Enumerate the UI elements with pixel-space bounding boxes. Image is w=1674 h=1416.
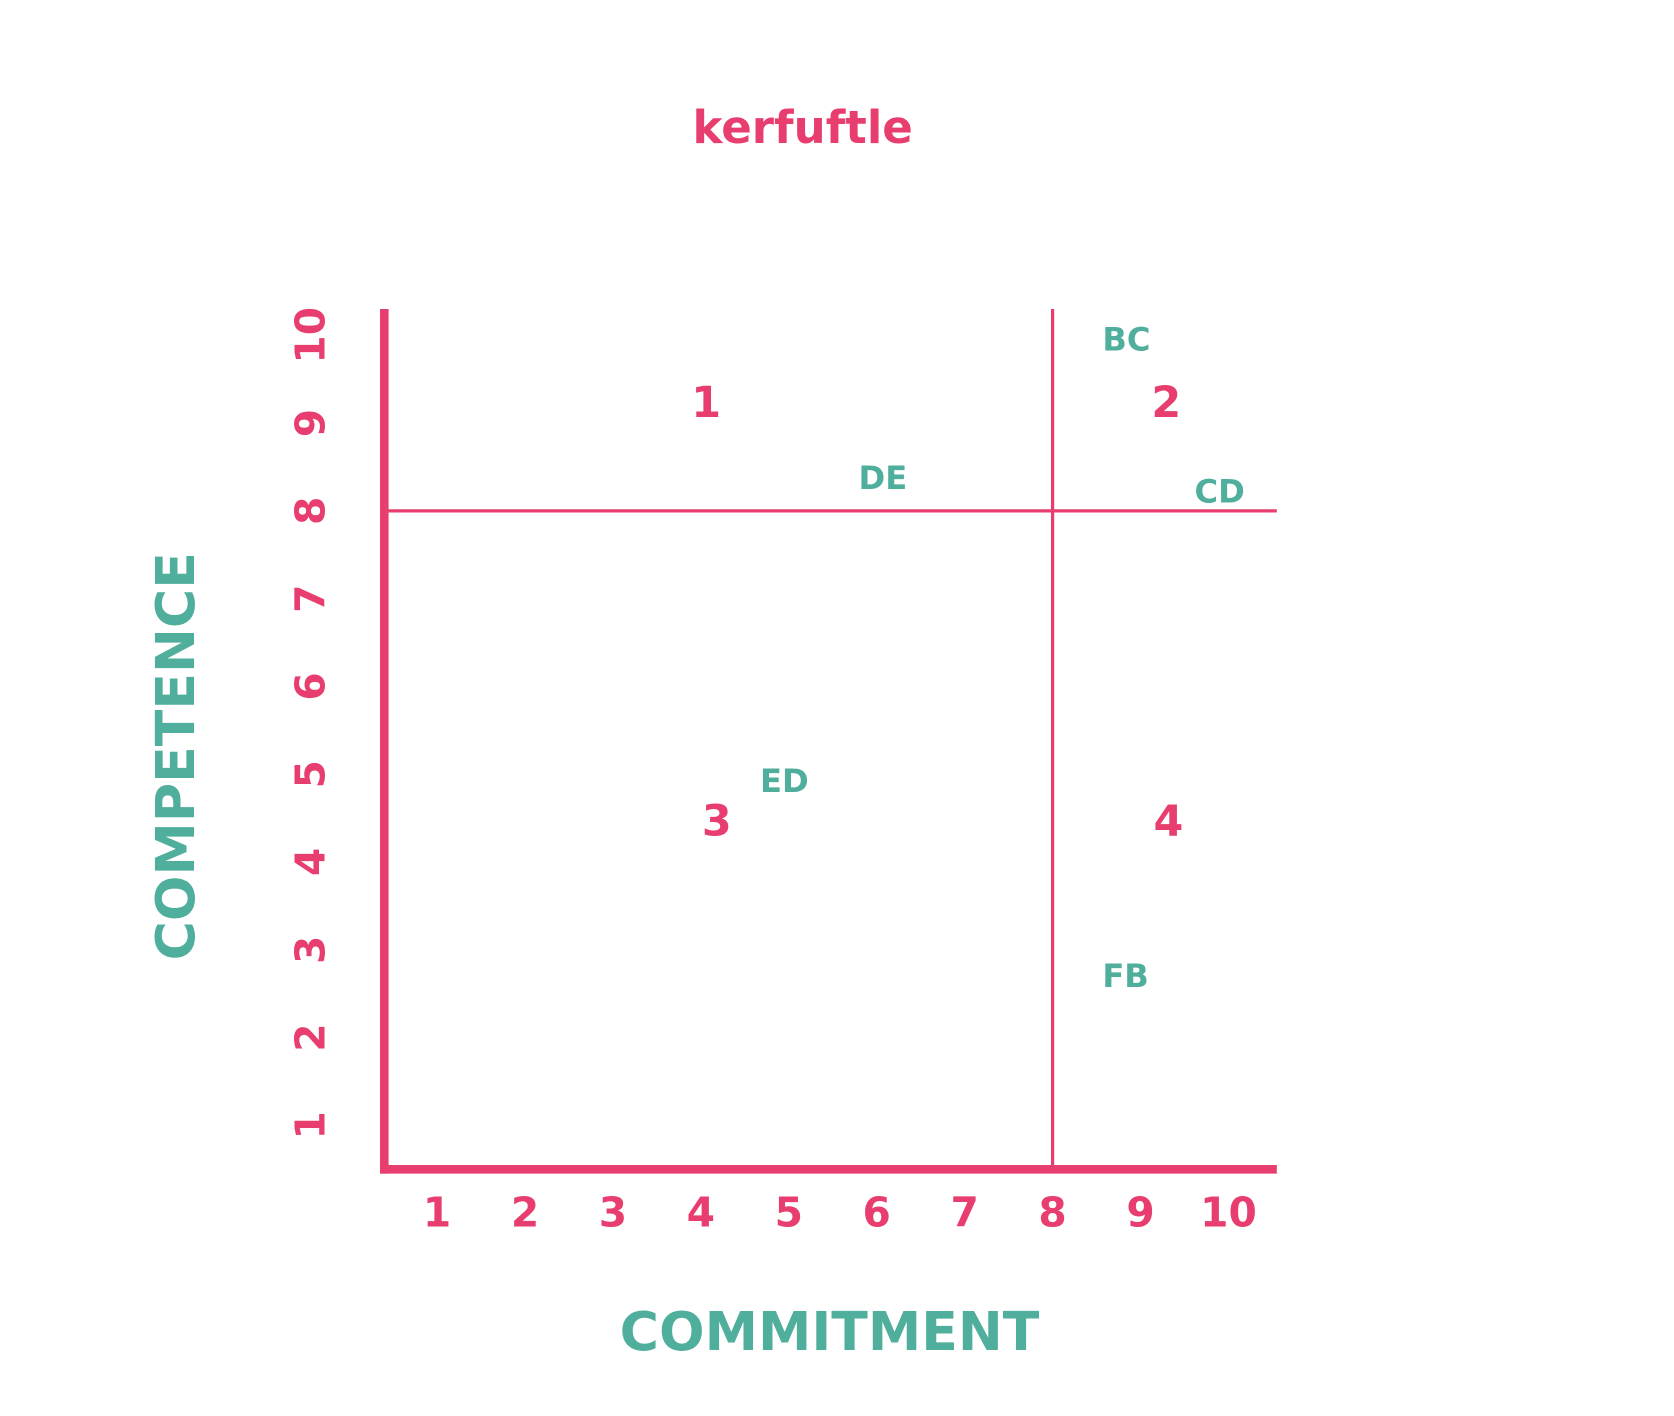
x-tick-label: 8 — [1038, 1188, 1066, 1236]
y-tick-label: 9 — [287, 409, 335, 437]
x-tick-label: 3 — [599, 1188, 627, 1236]
point-label: CD — [1194, 472, 1244, 510]
quadrant-label: 4 — [1154, 796, 1184, 846]
x-tick-label: 10 — [1200, 1188, 1257, 1236]
y-tick-label: 4 — [287, 848, 335, 876]
point-label: ED — [760, 762, 809, 800]
point-label: FB — [1102, 957, 1149, 995]
chart-title: kerfuftle — [693, 101, 913, 154]
y-tick-label: 10 — [287, 307, 335, 364]
y-tick-label: 2 — [287, 1023, 335, 1051]
x-tick-label: 9 — [1126, 1188, 1154, 1236]
quadrant-label: 3 — [702, 796, 732, 846]
y-tick-label: 6 — [287, 672, 335, 700]
y-tick-label: 3 — [287, 936, 335, 964]
quadrant-label: 1 — [691, 378, 721, 428]
quadrant-label: 2 — [1151, 378, 1181, 428]
point-label: BC — [1102, 320, 1150, 358]
x-tick-label: 5 — [775, 1188, 803, 1236]
y-tick-label: 8 — [287, 497, 335, 525]
x-tick-label: 6 — [863, 1188, 891, 1236]
x-axis-title: COMMITMENT — [620, 1300, 1040, 1363]
y-tick-label: 7 — [287, 584, 335, 612]
x-tick-label: 7 — [950, 1188, 978, 1236]
x-tick-label: 4 — [687, 1188, 715, 1236]
x-tick-label: 2 — [511, 1188, 539, 1236]
y-tick-label: 1 — [287, 1111, 335, 1139]
y-axis-title: COMPETENCE — [144, 552, 207, 960]
point-label: DE — [859, 459, 908, 497]
y-tick-label: 5 — [287, 760, 335, 788]
x-tick-label: 1 — [423, 1188, 451, 1236]
